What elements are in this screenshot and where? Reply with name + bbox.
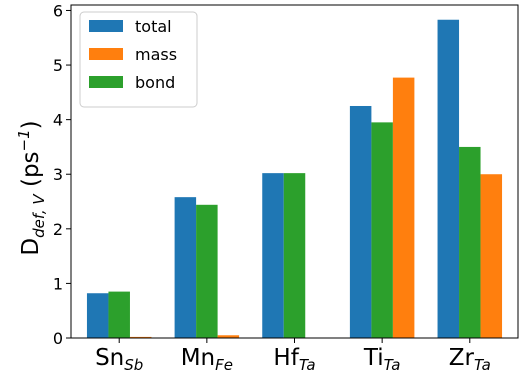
- y-axis-label-sub: def, V: [30, 193, 48, 238]
- y-axis-label-base: D: [18, 238, 44, 256]
- x-tick-label-sub-4: Ta: [474, 356, 491, 374]
- y-tick-label-1: 1: [53, 274, 63, 293]
- bar-mass-4: [480, 174, 503, 338]
- legend-swatch-bond: [89, 76, 123, 88]
- bar-bond-4: [459, 146, 481, 338]
- x-tick-label-0: SnSb: [95, 345, 143, 374]
- bar-total-4: [437, 19, 460, 338]
- bar-mass-3: [392, 77, 415, 338]
- x-tick-label-sub-3: Ta: [384, 356, 401, 374]
- y-tick-label-0: 0: [53, 329, 63, 348]
- bar-total-2: [262, 173, 284, 338]
- bar-mass-1: [217, 335, 240, 338]
- bar-bond-2: [283, 173, 306, 338]
- x-tick-label-sub-1: Fe: [215, 356, 233, 374]
- bars: [86, 19, 503, 338]
- y-tick-label-2: 2: [53, 220, 63, 239]
- y-tick-label-4: 4: [53, 111, 63, 130]
- legend-label-bond: bond: [135, 73, 175, 92]
- x-tick-label-base-4: Zr: [449, 345, 475, 371]
- bar-bond-3: [371, 122, 393, 338]
- y-tick-label-3: 3: [53, 165, 63, 184]
- plot-frame: [70, 4, 519, 339]
- x-tick-label-base-0: Sn: [95, 345, 124, 371]
- x-tick-label-sub-0: Sb: [124, 356, 143, 374]
- bar-total-1: [174, 197, 197, 338]
- bar-bond-1: [196, 204, 218, 338]
- bar-total-0: [86, 293, 109, 338]
- legend-label-mass: mass: [135, 45, 177, 64]
- y-axis-label-close: ): [18, 120, 44, 129]
- bar-bond-0: [108, 291, 130, 338]
- legend: total mass bond: [79, 11, 198, 108]
- y-axis-ticks: 0 1 2 3 4 5 6: [53, 1, 71, 348]
- y-tick-label-5: 5: [53, 56, 63, 75]
- bar-mass-0: [129, 336, 152, 338]
- x-tick-label-4: ZrTa: [449, 345, 491, 374]
- legend-label-total: total: [135, 17, 172, 36]
- y-axis-label-unit: (ps: [18, 151, 44, 194]
- x-tick-label-2: HfTa: [273, 345, 315, 374]
- legend-swatch-total: [89, 20, 123, 32]
- x-tick-label-sub-2: Ta: [299, 356, 316, 374]
- x-tick-label-base-1: Mn: [181, 345, 215, 371]
- x-axis-ticks: SnSb MnFe HfTa TiTa ZrTa: [95, 338, 491, 374]
- x-tick-label-base-3: Ti: [363, 345, 384, 371]
- bar-total-3: [349, 105, 372, 338]
- x-tick-label-3: TiTa: [363, 345, 401, 374]
- x-tick-label-base-2: Hf: [273, 345, 299, 371]
- x-tick-label-1: MnFe: [181, 345, 233, 374]
- y-tick-label-6: 6: [53, 1, 63, 20]
- y-axis-label: Ddef, V (ps−1): [15, 120, 48, 255]
- legend-swatch-mass: [89, 48, 123, 60]
- y-axis-label-sup: −1: [15, 129, 33, 151]
